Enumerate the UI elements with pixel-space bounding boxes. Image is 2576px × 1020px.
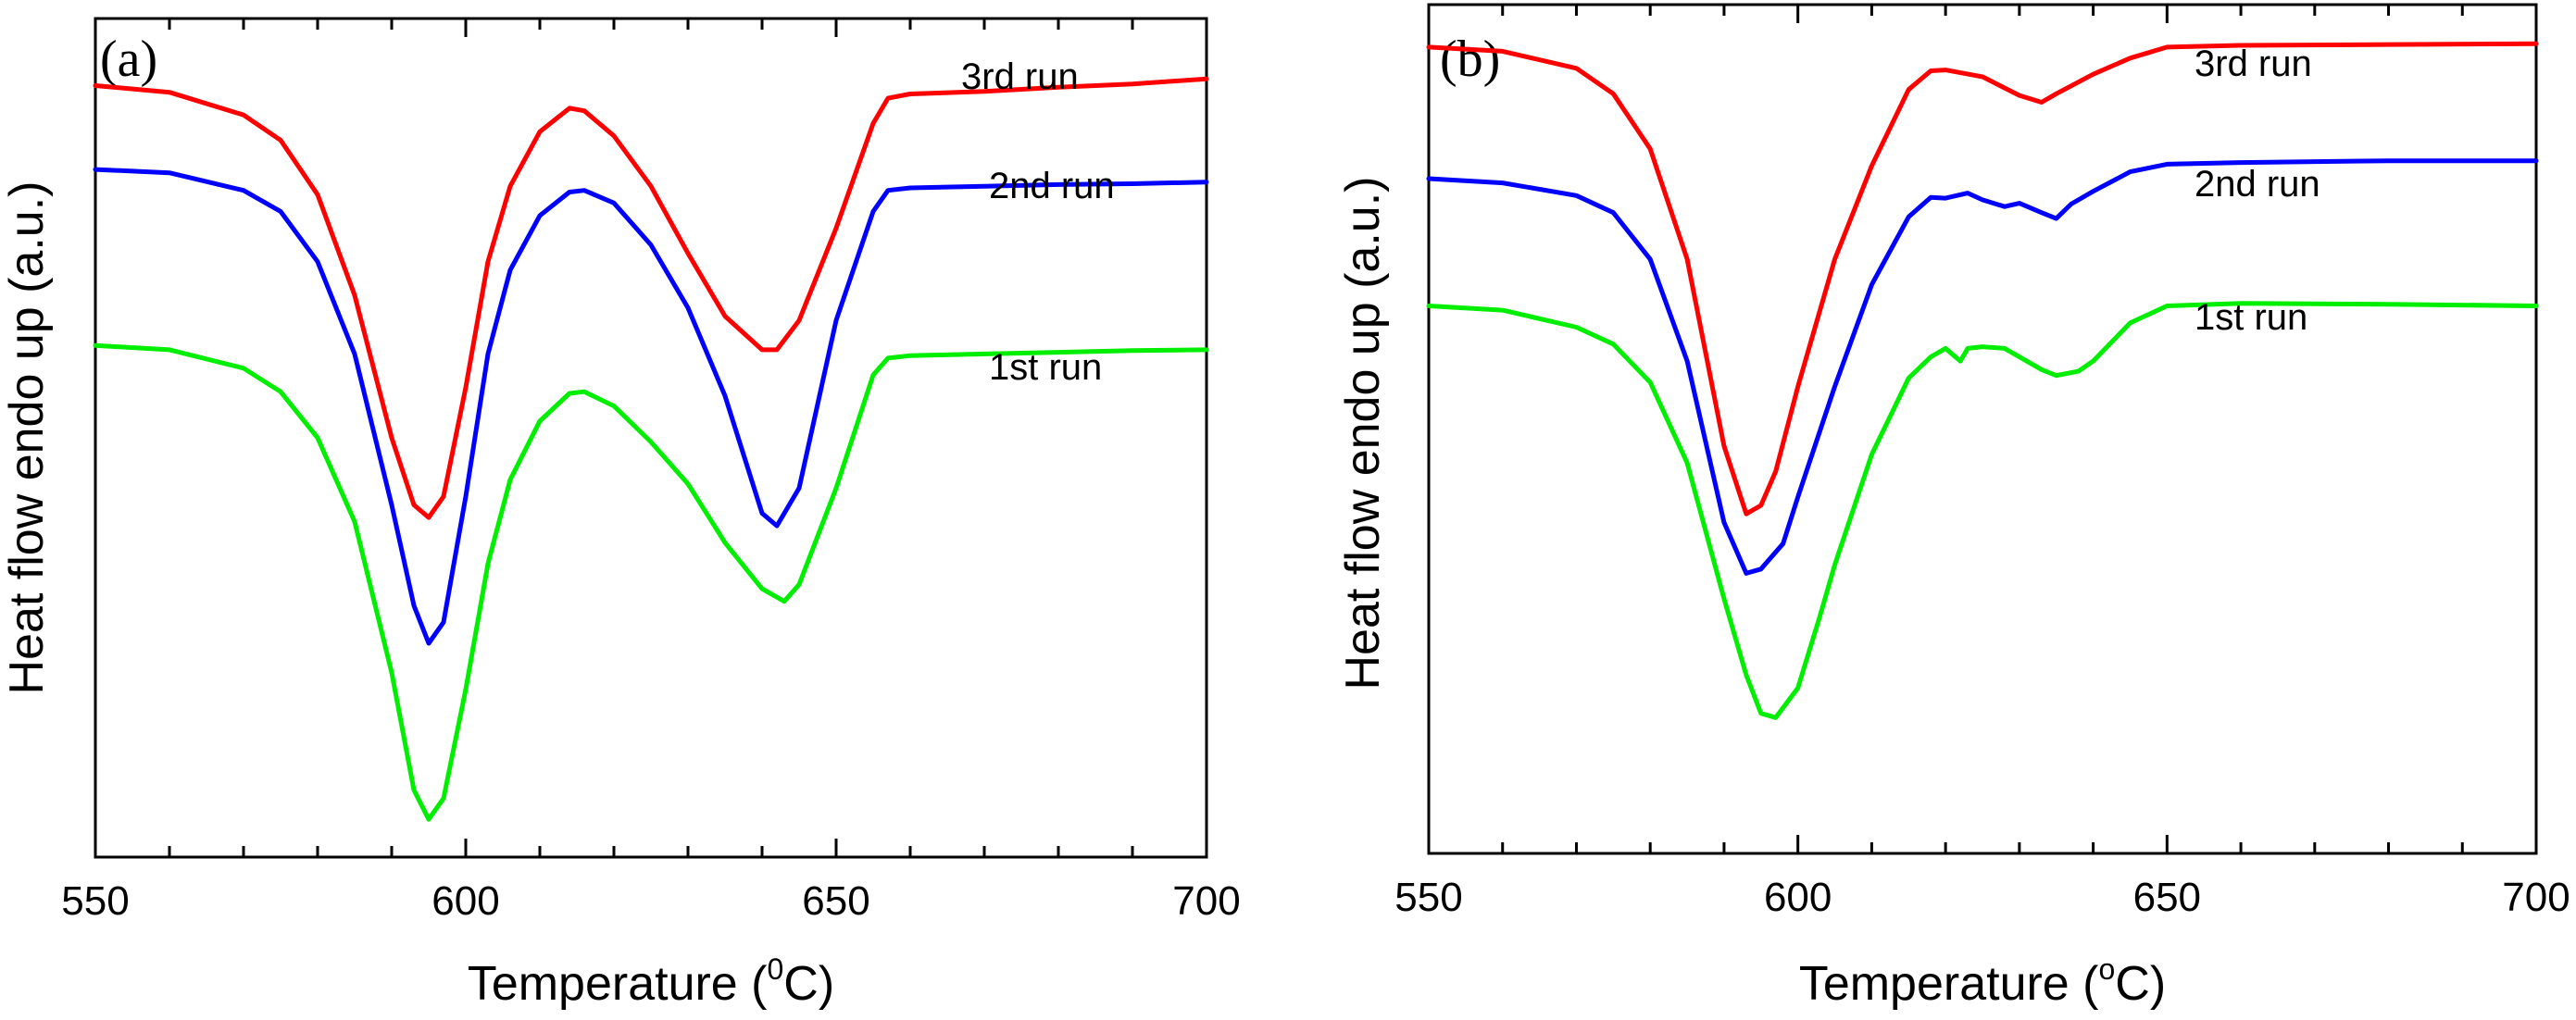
panel-b-x-tick-label-700: 700: [2502, 875, 2570, 920]
panel-a-x-tick-label-550: 550: [61, 878, 129, 924]
panel-b-run-label-3rd: 3rd run: [2195, 44, 2312, 84]
panel-b-x-tick-label-600: 600: [1764, 875, 1832, 920]
panel-a-series: [93, 76, 1209, 822]
panel-a-x-tick-labels: 550 600 650 700: [61, 878, 1240, 924]
panel-b-x-tick-label-550: 550: [1394, 875, 1462, 920]
panel-b-chart: 550 600 650 700 (b) Temperature (oC) Heat f…: [1336, 3, 2570, 1011]
panel-b-y-axis-title: Heat flow endo up (a.u.): [1336, 177, 1390, 690]
panel-a-y-axis-title: Heat flow endo up (a.u.): [0, 181, 54, 695]
panel-a-x-tick-label-600: 600: [431, 878, 499, 924]
panel-a-x-tick-label-650: 650: [802, 878, 869, 924]
panel-b-label: (b): [1440, 31, 1500, 88]
panel-a-x-axis-superscript: 0: [768, 952, 784, 986]
panel-b-series-3rd-run-line: [1426, 41, 2539, 516]
panel-a-series-3rd-run-line: [93, 76, 1209, 520]
panel-a-series-1st-run-line: [93, 342, 1209, 822]
panel-a-x-ticks: [94, 19, 1208, 857]
panel-a-chart: 550 600 650 700 (a) Temperature (0C) Heat f…: [0, 17, 1241, 1011]
panel-a-run-label-2nd: 2nd run: [989, 166, 1115, 206]
panel-a-x-axis-title: Temperature (0C): [468, 952, 834, 1011]
panel-a-label: (a): [100, 31, 157, 88]
panel-b-series-1st-run-line: [1426, 301, 2539, 720]
panel-a-frame: [94, 17, 1208, 859]
panel-b-series: [1426, 41, 2539, 720]
panel-b-x-tick-label-650: 650: [2133, 875, 2201, 920]
panel-b-frame: [1427, 3, 2538, 855]
panel-b-series-2nd-run-line: [1426, 158, 2539, 576]
panel-a-run-label-3rd: 3rd run: [961, 56, 1079, 97]
panel-a-run-label-1st: 1st run: [989, 347, 1102, 388]
panel-a-series-2nd-run-line: [93, 167, 1209, 646]
panel-b-x-tick-labels: 550 600 650 700: [1394, 875, 2570, 920]
panel-b-x-ticks: [1427, 5, 2538, 853]
panel-a-run-labels: 3rd run 2nd run 1st run: [961, 56, 1115, 388]
panel-b-run-labels: 3rd run 2nd run 1st run: [2195, 44, 2320, 338]
panel-b-x-axis-superscript: o: [2099, 952, 2116, 986]
panel-b-x-axis-title: Temperature (oC): [1799, 952, 2166, 1011]
panel-b-run-label-2nd: 2nd run: [2195, 164, 2320, 205]
panel-b-run-label-1st: 1st run: [2195, 297, 2307, 338]
panel-a-x-tick-label-700: 700: [1172, 878, 1240, 924]
